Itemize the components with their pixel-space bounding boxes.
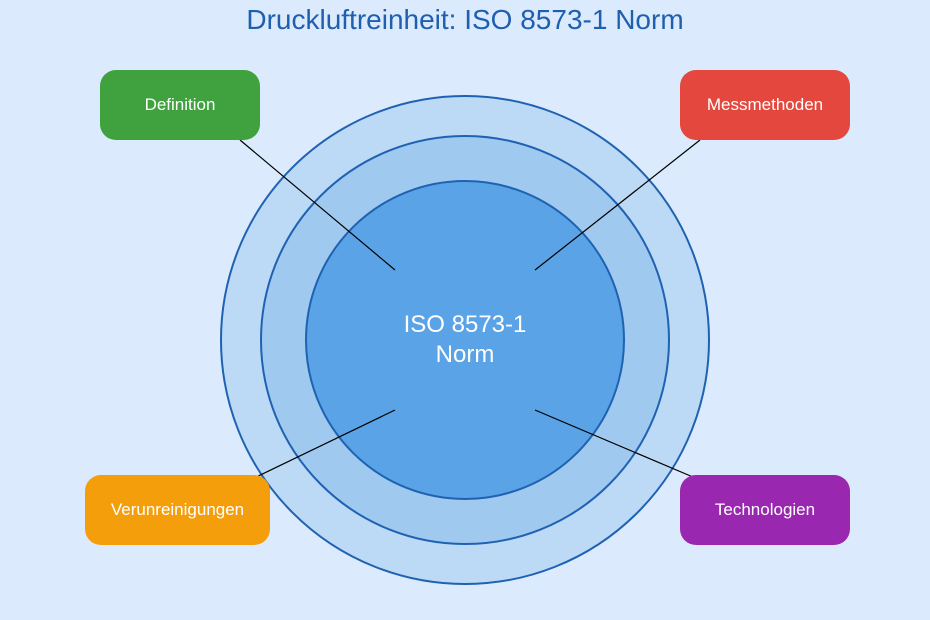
node-messmethoden: Messmethoden [680, 70, 850, 140]
node-label: Verunreinigungen [111, 500, 244, 520]
center-label: ISO 8573-1 Norm [404, 310, 527, 370]
diagram-title: Druckluftreinheit: ISO 8573-1 Norm [0, 4, 930, 36]
node-label: Definition [145, 95, 216, 115]
center-label-line2: Norm [436, 341, 495, 368]
node-definition: Definition [100, 70, 260, 140]
node-label: Technologien [715, 500, 815, 520]
diagram-canvas: Druckluftreinheit: ISO 8573-1 Norm ISO 8… [0, 0, 930, 620]
center-label-line1: ISO 8573-1 [404, 311, 527, 338]
node-technologien: Technologien [680, 475, 850, 545]
node-label: Messmethoden [707, 95, 823, 115]
node-verunreinigungen: Verunreinigungen [85, 475, 270, 545]
